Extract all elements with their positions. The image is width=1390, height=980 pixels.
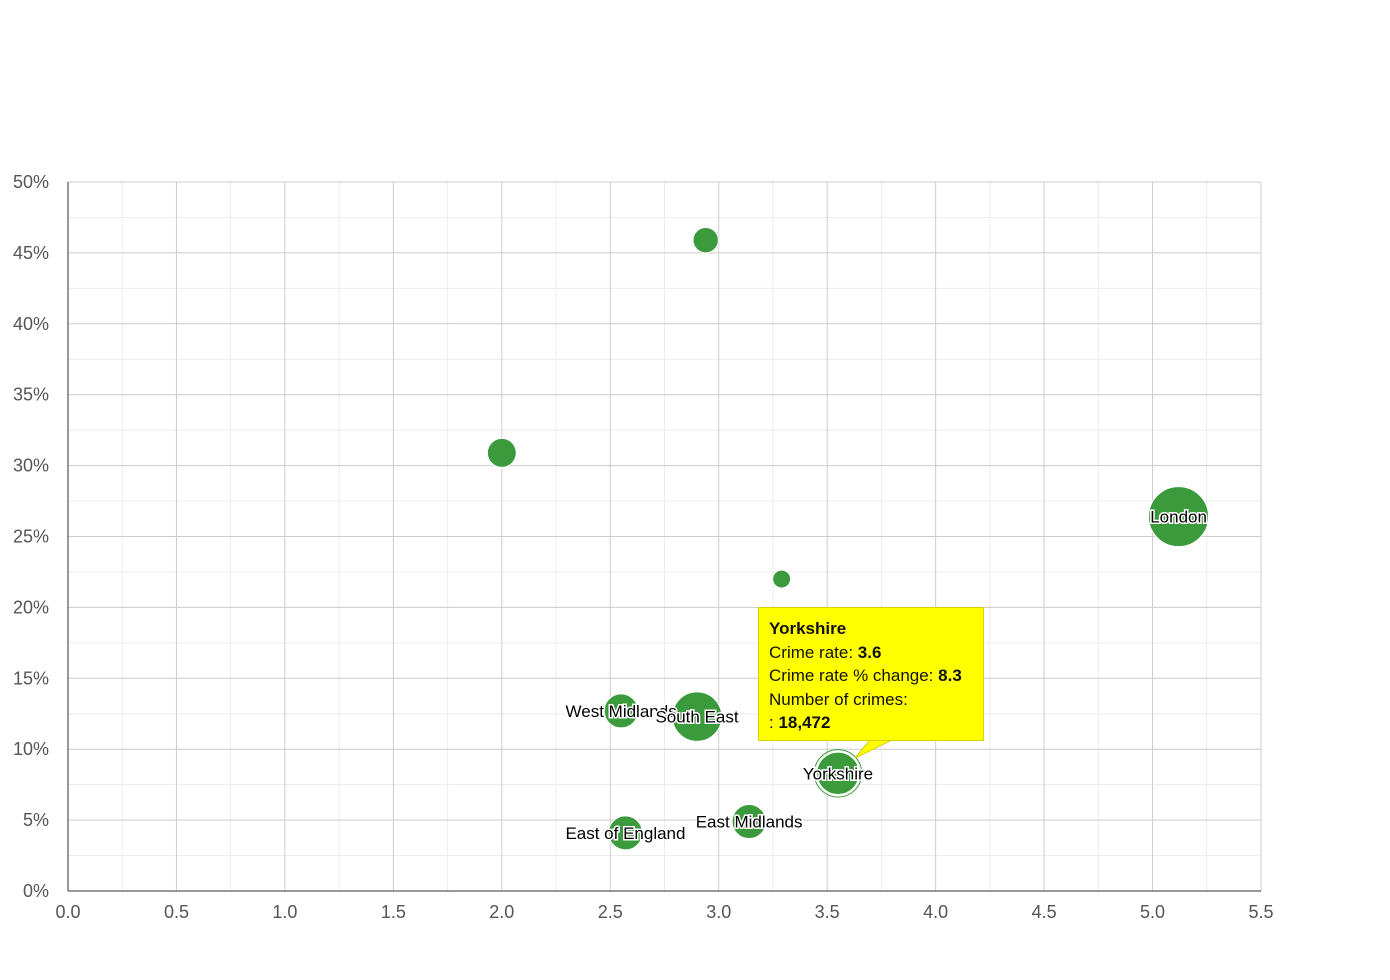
y-tick-label: 15% bbox=[13, 668, 49, 688]
label-west-midlands: West Midlands bbox=[566, 702, 677, 721]
x-tick-label: 5.0 bbox=[1140, 902, 1165, 922]
y-tick-label: 40% bbox=[13, 314, 49, 334]
tooltip-count-value: 18,472 bbox=[778, 713, 831, 732]
x-tick-label: 4.0 bbox=[923, 902, 948, 922]
y-tick-label: 50% bbox=[13, 172, 49, 192]
y-tick-label: 20% bbox=[13, 597, 49, 617]
x-tick-label: 1.0 bbox=[272, 902, 297, 922]
tooltip-region: Yorkshire bbox=[769, 619, 847, 638]
label-east-midlands: East Midlands bbox=[696, 813, 803, 832]
tooltip-rate-value: 3.6 bbox=[857, 642, 882, 662]
y-tick-label: 5% bbox=[23, 810, 49, 830]
x-tick-label: 0.0 bbox=[55, 902, 80, 922]
bubble-east-of-england bbox=[607, 815, 643, 851]
bubble-london bbox=[1148, 486, 1210, 548]
bubble-yorkshire bbox=[816, 751, 860, 796]
x-tick-label: 2.0 bbox=[489, 902, 514, 922]
minor-grid bbox=[68, 182, 1261, 891]
bubble-west-midlands bbox=[603, 693, 639, 729]
y-tick-label: 25% bbox=[13, 527, 49, 547]
y-tick-label: 35% bbox=[13, 385, 49, 405]
label-london: London bbox=[1150, 508, 1207, 527]
label-south-east: South East bbox=[655, 708, 738, 727]
tooltip-count-prefix: : bbox=[769, 713, 779, 732]
bubble bbox=[692, 226, 719, 254]
major-grid bbox=[68, 181, 1262, 891]
bubble-east-midlands bbox=[731, 804, 767, 840]
y-tick-label: 45% bbox=[13, 243, 49, 263]
bubble bbox=[486, 437, 517, 468]
bubbles bbox=[486, 226, 1210, 851]
x-tick-label: 4.5 bbox=[1032, 902, 1057, 922]
x-tick-label: 5.5 bbox=[1248, 902, 1273, 922]
y-axis-ticks: 0% 5% 10% 15% 20% 25% 30% 35% 40% 45% 50% bbox=[13, 172, 49, 901]
x-tick-label: 3.5 bbox=[815, 902, 840, 922]
x-tick-label: 2.5 bbox=[598, 902, 623, 922]
x-tick-label: 0.5 bbox=[164, 902, 189, 922]
x-tick-label: 1.5 bbox=[381, 902, 406, 922]
bubble bbox=[772, 569, 792, 589]
y-tick-label: 30% bbox=[13, 456, 49, 476]
label-east-of-england: East of England bbox=[565, 824, 685, 843]
y-tick-label: 10% bbox=[13, 739, 49, 759]
tooltip-rate-label: Crime rate: bbox=[769, 642, 858, 662]
bubble-south-east bbox=[671, 691, 723, 742]
tooltip-change-label: Crime rate % change: bbox=[769, 666, 939, 685]
x-axis-ticks: 0.0 0.5 1.0 1.5 2.0 2.5 3.0 3.5 4.0 4.5 5.0 5.5 bbox=[55, 902, 1273, 922]
tooltip: Yorkshire Crime rate: 3.6 Crime rate % c… bbox=[758, 607, 984, 741]
label-yorkshire: Yorkshire bbox=[803, 764, 873, 783]
bubble-hover-ring bbox=[813, 749, 863, 798]
tooltip-change-value: 8.3 bbox=[938, 666, 962, 685]
y-tick-label: 0% bbox=[23, 881, 49, 901]
x-tick-label: 3.0 bbox=[706, 902, 731, 922]
tooltip-count-label: Number of crimes: bbox=[769, 689, 908, 709]
axes bbox=[67, 182, 1261, 892]
